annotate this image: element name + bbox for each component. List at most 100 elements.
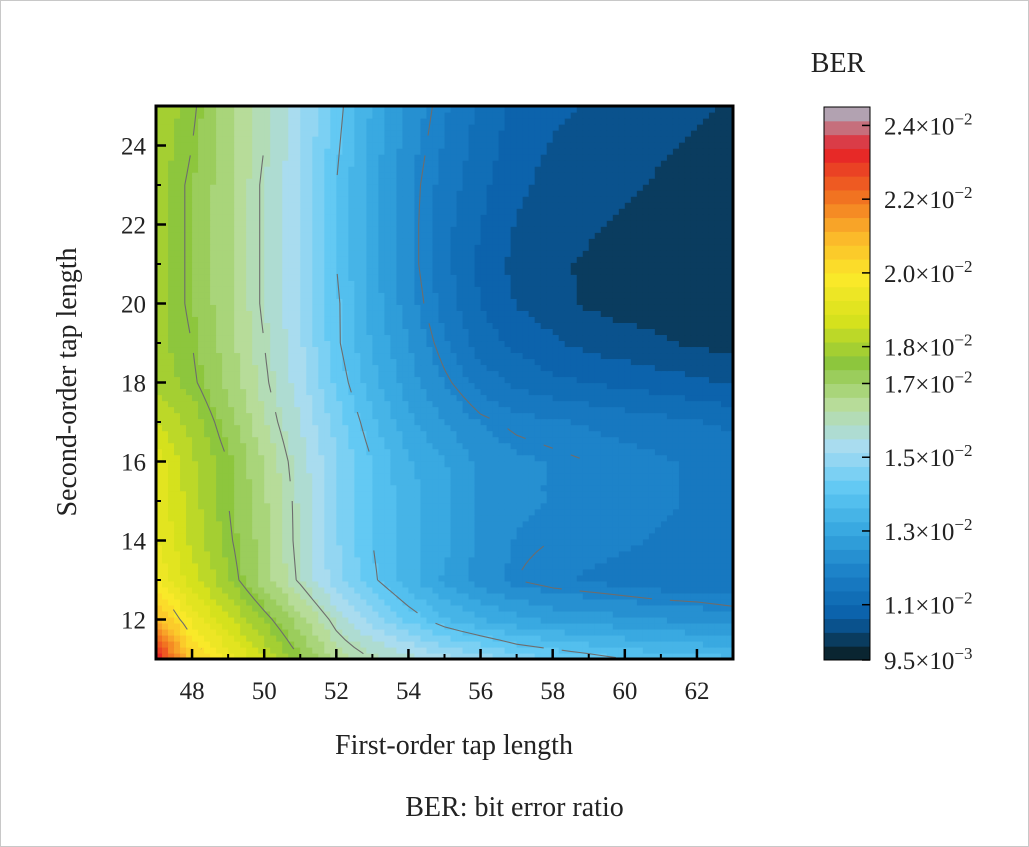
- heat-cell: [456, 598, 464, 606]
- heat-cell: [378, 436, 385, 444]
- heat-cell: [210, 508, 217, 516]
- heat-cell: [660, 424, 668, 432]
- heat-cell: [354, 568, 361, 576]
- heat-cell: [486, 400, 494, 408]
- heat-cell: [174, 538, 181, 546]
- heat-cell: [522, 646, 530, 654]
- heat-cell: [696, 364, 704, 372]
- heat-cell: [234, 502, 241, 510]
- heat-cell: [180, 496, 187, 504]
- heat-cell: [432, 562, 440, 570]
- heat-cell: [156, 574, 163, 582]
- heat-cell: [492, 472, 500, 480]
- heat-cell: [570, 412, 578, 420]
- heat-cell: [162, 634, 169, 642]
- heat-cell: [270, 616, 277, 624]
- heat-cell: [636, 502, 644, 510]
- heat-cell: [162, 364, 169, 372]
- heat-cell: [282, 358, 289, 366]
- heat-cell: [558, 466, 566, 474]
- heat-cell: [318, 370, 325, 378]
- heat-cell: [582, 616, 590, 624]
- heat-cell: [384, 526, 392, 534]
- heat-cell: [414, 460, 422, 468]
- heat-cell: [696, 436, 704, 444]
- heat-cell: [186, 646, 193, 654]
- heat-cell: [342, 442, 349, 450]
- heat-cell: [162, 652, 169, 659]
- heat-cell: [660, 634, 668, 642]
- heat-cell: [540, 508, 548, 516]
- heat-cell: [420, 454, 428, 462]
- heat-cell: [252, 502, 259, 510]
- heat-cell: [174, 472, 181, 480]
- heat-cell: [564, 634, 572, 642]
- heat-cell: [480, 520, 488, 528]
- heat-cell: [552, 568, 560, 576]
- heat-cell: [546, 604, 554, 612]
- heat-cell: [678, 466, 686, 474]
- heat-cell: [702, 646, 710, 654]
- heat-cell: [504, 460, 512, 468]
- heat-cell: [192, 376, 199, 384]
- heat-cell: [282, 604, 289, 612]
- heat-cell: [420, 544, 428, 552]
- heat-cell: [348, 352, 355, 360]
- heat-cell: [498, 550, 506, 558]
- heat-cell: [198, 586, 205, 594]
- heat-cell: [672, 508, 680, 516]
- heat-cell: [174, 370, 181, 378]
- heat-cell: [660, 490, 668, 498]
- heat-cell: [486, 586, 494, 594]
- heat-cell: [210, 454, 217, 462]
- heat-cell: [654, 460, 662, 468]
- heat-cell: [726, 460, 733, 468]
- heat-cell: [636, 580, 644, 588]
- heat-cell: [726, 652, 733, 659]
- heat-cell: [306, 496, 313, 504]
- heat-cell: [552, 616, 560, 624]
- heat-cell: [372, 490, 379, 498]
- heat-cell: [306, 472, 313, 480]
- heat-cell: [702, 586, 710, 594]
- heat-cell: [168, 502, 175, 510]
- heat-cell: [486, 646, 494, 654]
- heat-cell: [690, 634, 698, 642]
- heat-cell: [222, 370, 229, 378]
- heat-cell: [570, 544, 578, 552]
- heat-cell: [642, 610, 650, 618]
- heat-cell: [222, 580, 229, 588]
- heat-cell: [276, 388, 283, 396]
- heat-cell: [510, 412, 518, 420]
- heat-cell: [156, 652, 163, 659]
- heat-cell: [696, 568, 704, 576]
- heat-cell: [222, 358, 229, 366]
- heat-cell: [396, 514, 404, 522]
- heat-cell: [294, 484, 301, 492]
- heat-cell: [462, 562, 470, 570]
- heat-cell: [192, 622, 199, 630]
- heat-cell: [486, 514, 494, 522]
- heat-cell: [660, 610, 668, 618]
- heat-cell: [414, 598, 422, 606]
- heat-cell: [354, 544, 361, 552]
- heat-cell: [630, 634, 638, 642]
- heat-cell: [252, 478, 259, 486]
- heat-cell: [558, 460, 566, 468]
- heat-cell: [180, 562, 187, 570]
- heat-cell: [702, 508, 710, 516]
- heat-cell: [630, 412, 638, 420]
- heat-cell: [540, 646, 548, 654]
- heat-cell: [630, 652, 638, 659]
- heat-cell: [582, 574, 590, 582]
- heat-cell: [300, 580, 307, 588]
- heat-cell: [558, 580, 566, 588]
- heat-cell: [210, 442, 217, 450]
- heat-cell: [240, 556, 247, 564]
- heat-cell: [504, 574, 512, 582]
- heat-cell: [558, 604, 566, 612]
- heat-cell: [648, 472, 656, 480]
- heat-cell: [294, 538, 301, 546]
- heat-cell: [396, 490, 404, 498]
- heat-cell: [402, 652, 410, 659]
